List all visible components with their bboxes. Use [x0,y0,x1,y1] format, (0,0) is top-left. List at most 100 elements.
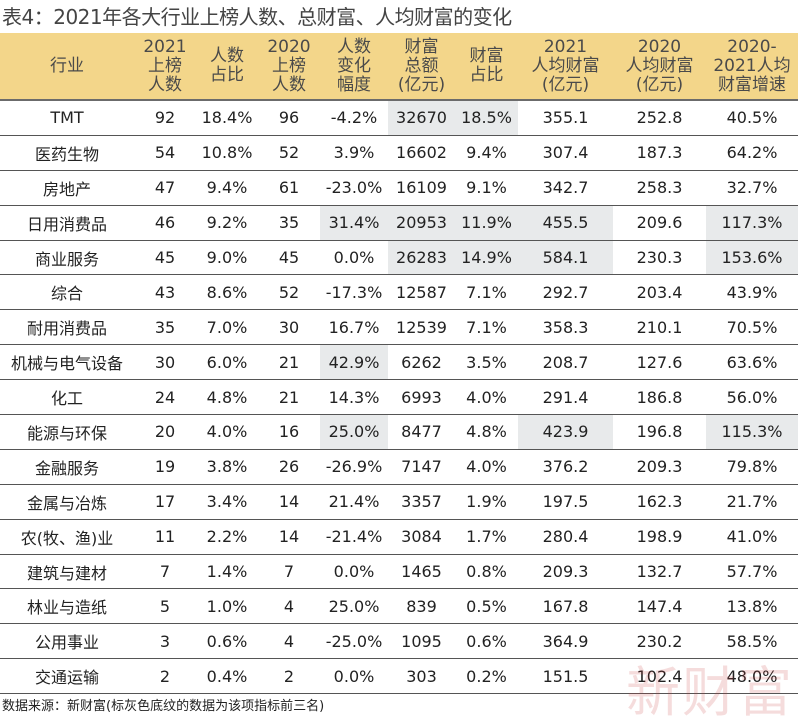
table-cell: 32670 [388,100,455,136]
table-cell: 196.8 [613,414,706,450]
industry-name-cell: 公用事业 [0,623,134,660]
table-cell: 151.5 [518,658,613,695]
table-cell: 11 [134,519,196,555]
industry-name-cell: 建筑与建材 [0,554,134,590]
table-row: TMT 92 18.4% 96 -4.2% 32670 18.5% 355.1 252.8 40.… [0,100,798,136]
column-header: 人数 占比 [196,33,258,101]
table-cell: 0.2% [455,658,518,695]
table-cell: 54 [134,135,196,171]
table-cell: 48.0% [706,658,798,695]
table-cell: 355.1 [518,100,613,136]
table-cell: 30 [134,344,196,381]
table-cell: 58.5% [706,623,798,660]
table-cell: 210.1 [613,309,706,346]
table-cell: 6993 [388,379,455,416]
table-cell: 4 [258,623,320,660]
table-cell: 21.7% [706,484,798,520]
table-cell: 197.5 [518,484,613,520]
table-row: 化工 24 4.8% 21 14.3% 6993 4.0% 291.4 186.8 56.0% [0,379,798,416]
table-cell: 2 [134,658,196,695]
table-cell: -17.3% [320,274,388,311]
industry-name-cell: 能源与环保 [0,414,134,450]
industry-name-cell: 林业与造纸 [0,588,134,625]
table-cell: 12587 [388,274,455,311]
table-row: 机械与电气设备 30 6.0% 21 42.9% 6262 3.5% 208.7 127.6 63… [0,344,798,381]
table-cell: 280.4 [518,519,613,555]
column-header: 2021 人均财富 (亿元) [518,33,613,101]
table-cell: 1.7% [455,519,518,555]
industry-name-cell: 金属与冶炼 [0,484,134,520]
table-cell: 208.7 [518,344,613,381]
table-cell: 0.6% [196,623,258,660]
table-cell: 52 [258,135,320,171]
table-cell: 7 [134,554,196,590]
table-cell: 186.8 [613,379,706,416]
table-cell: 839 [388,588,455,625]
table-cell: 9.4% [196,170,258,206]
table-cell: 45 [258,240,320,276]
table-body: TMT 92 18.4% 96 -4.2% 32670 18.5% 355.1 252.8 40.… [0,100,798,695]
industry-name-cell: 综合 [0,274,134,311]
table-cell: 21 [258,379,320,416]
table-cell: 117.3% [706,205,798,241]
table-cell: 0.8% [455,554,518,590]
table-cell: 26 [258,449,320,485]
table-cell: 14.3% [320,379,388,416]
table-cell: 19 [134,449,196,485]
table-cell: 9.4% [455,135,518,171]
table-cell: 358.3 [518,309,613,346]
table-cell: 25.0% [320,588,388,625]
table-cell: 20953 [388,205,455,241]
table-cell: 9.1% [455,170,518,206]
table-cell: -21.4% [320,519,388,555]
table-cell: 56.0% [706,379,798,416]
table-header-row: 行业 2021 上榜 人数 人数 占比 2020 上榜 人数 人数 变化 幅度 财富 总额… [0,33,798,101]
table-cell: 96 [258,100,320,136]
table-cell: 79.8% [706,449,798,485]
column-header: 人数 变化 幅度 [320,33,388,101]
table-cell: 3 [134,623,196,660]
industry-wealth-table: 行业 2021 上榜 人数 人数 占比 2020 上榜 人数 人数 变化 幅度 财富 总额… [0,33,798,695]
table-row: 金属与冶炼 17 3.4% 14 21.4% 3357 1.9% 197.5 162.3 21.7… [0,484,798,520]
table-cell: 6.0% [196,344,258,381]
table-cell: 147.4 [613,588,706,625]
table-cell: 423.9 [518,414,613,450]
table-cell: 18.4% [196,100,258,136]
table-cell: 20 [134,414,196,450]
table-cell: 4 [258,588,320,625]
table-cell: 7.0% [196,309,258,346]
table-cell: 52 [258,274,320,311]
table-cell: 230.3 [613,240,706,276]
table-cell: 7.1% [455,274,518,311]
table-cell: 167.8 [518,588,613,625]
table-cell: 14 [258,519,320,555]
table-cell: 307.4 [518,135,613,171]
table-cell: 252.8 [613,100,706,136]
table-cell: 16.7% [320,309,388,346]
table-cell: 12539 [388,309,455,346]
industry-name-cell: 化工 [0,379,134,416]
table-cell: 43 [134,274,196,311]
table-cell: 3.8% [196,449,258,485]
table-cell: 303 [388,658,455,695]
industry-name-cell: TMT [0,100,134,136]
table-cell: 5 [134,588,196,625]
table-row: 公用事业 3 0.6% 4 -25.0% 1095 0.6% 364.9 230.2 58.5% [0,623,798,660]
table-cell: 25.0% [320,414,388,450]
source-footnote: 数据来源：新财富(标灰色底纹的数据为该项指标前三名) [2,699,325,714]
table-cell: 4.0% [455,449,518,485]
table-cell: 153.6% [706,240,798,276]
table-cell: 13.8% [706,588,798,625]
table-row: 商业服务 45 9.0% 45 0.0% 26283 14.9% 584.1 230.3 153.… [0,240,798,276]
table-cell: 17 [134,484,196,520]
table-cell: 7.1% [455,309,518,346]
industry-name-cell: 交通运输 [0,658,134,695]
table-cell: 46 [134,205,196,241]
table-cell: 0.0% [320,658,388,695]
table-cell: 4.0% [196,414,258,450]
table-row: 综合 43 8.6% 52 -17.3% 12587 7.1% 292.7 203.4 43.9% [0,274,798,311]
table-cell: -23.0% [320,170,388,206]
table-cell: 14.9% [455,240,518,276]
table-cell: 1465 [388,554,455,590]
table-cell: 209.3 [613,449,706,485]
